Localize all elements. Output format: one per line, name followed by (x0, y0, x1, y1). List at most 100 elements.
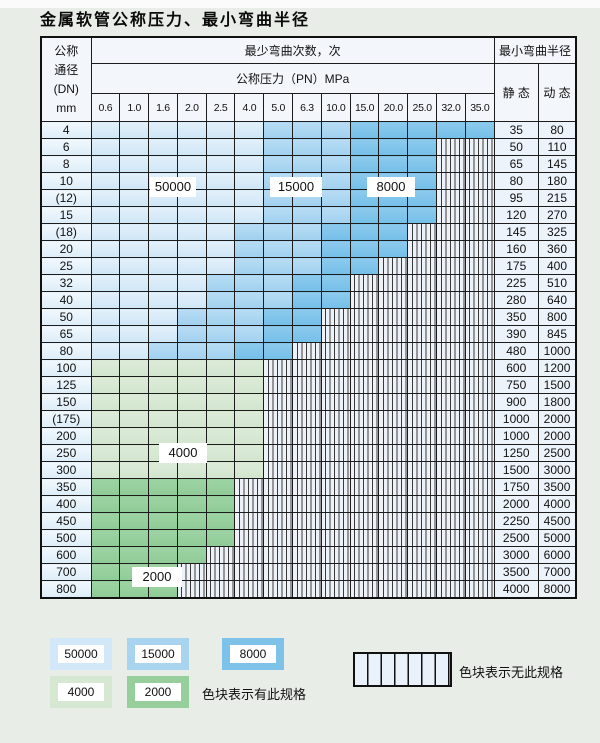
no-spec-cell-dn-125-p-35.0 (464, 376, 495, 394)
no-spec-cell-dn-450-p-35.0 (464, 512, 495, 530)
dn-cell: 25 (40, 257, 92, 275)
no-spec-cell-dn-8-p-32.0 (436, 155, 466, 173)
spec-cell-8000-dn-6-p-20.0 (378, 138, 409, 156)
no-spec-cell-dn-300-p-15.0 (349, 461, 380, 479)
table-row-dn-(175): (175) 1000 2000 (40, 410, 577, 428)
no-spec-cell-dn-300-p-25.0 (407, 461, 438, 479)
no-spec-cell-dn-80-p-25.0 (407, 342, 438, 360)
spec-cell-15000-dn-80-p-2.0 (176, 342, 207, 360)
no-spec-cell-dn-600-p-6.3 (292, 546, 322, 564)
spec-cell-50000-dn-20-p-1.0 (119, 240, 150, 258)
spec-cell-4000-dn-(175)-p-2.5 (205, 410, 236, 428)
static-value: 225 (493, 274, 539, 292)
spec-cell-50000-dn-20-p-2.5 (205, 240, 236, 258)
no-spec-cell-dn-(12)-p-35.0 (464, 189, 495, 207)
no-spec-cell-dn-32-p-20.0 (378, 274, 409, 292)
spec-cell-4000-dn-150-p-1.0 (119, 393, 150, 411)
spec-cell-8000-dn-40-p-10.0 (320, 291, 351, 309)
no-spec-cell-dn-(175)-p-32.0 (436, 410, 466, 428)
spec-cell-50000-dn-(12)-p-1.0 (119, 189, 150, 207)
spec-cell-15000-dn-(18)-p-4.0 (234, 223, 265, 241)
no-spec-cell-dn-700-p-2.0 (176, 563, 207, 581)
no-spec-cell-dn-25-p-32.0 (436, 257, 466, 275)
static-value: 120 (493, 206, 539, 224)
overlay-label-8000: 8000 (367, 177, 415, 197)
no-spec-cell-dn-15-p-32.0 (436, 206, 466, 224)
static-value: 175 (493, 257, 539, 275)
spec-cell-8000-dn-(18)-p-15.0 (349, 223, 380, 241)
spec-cell-15000-dn-50-p-2.0 (176, 308, 207, 326)
spec-cell-50000-dn-32-p-2.0 (176, 274, 207, 292)
spec-cell-15000-dn-4-p-6.3 (292, 121, 322, 139)
spec-cell-15000-dn-10-p-10.0 (320, 172, 351, 190)
pressure-value-1.0: 1.0 (119, 93, 150, 122)
no-spec-cell-dn-600-p-25.0 (407, 546, 438, 564)
dynamic-header: 动 态 (537, 63, 577, 122)
dynamic-value: 180 (537, 172, 577, 190)
table-body: 4 35 80 6 50 110 8 65 145 10 80 180 (12) 95 215 15 120 27… (40, 121, 577, 599)
spec-cell-8000-dn-50-p-5.0 (263, 308, 294, 326)
no-spec-cell-dn-125-p-6.3 (292, 376, 322, 394)
spec-cell-50000-dn-25-p-1.0 (119, 257, 150, 275)
spec-cell-4000-dn-300-p-4.0 (234, 461, 265, 479)
spec-cell-50000-dn-6-p-1.6 (148, 138, 178, 156)
dynamic-value: 4000 (537, 495, 577, 513)
no-spec-cell-dn-350-p-6.3 (292, 478, 322, 496)
spec-cell-50000-dn-25-p-1.6 (148, 257, 178, 275)
dynamic-value: 2000 (537, 410, 577, 428)
legend-box-15000: 15000 (127, 638, 189, 670)
no-spec-cell-dn-600-p-5.0 (263, 546, 294, 564)
spec-cell-4000-dn-(175)-p-4.0 (234, 410, 265, 428)
pressure-value-0.6: 0.6 (90, 93, 121, 122)
spec-cell-50000-dn-10-p-2.5 (205, 172, 236, 190)
no-spec-cell-dn-700-p-4.0 (234, 563, 265, 581)
no-spec-cell-dn-150-p-25.0 (407, 393, 438, 411)
static-value: 145 (493, 223, 539, 241)
legend-box-value: 15000 (135, 645, 181, 663)
dn-header-line: (DN) (53, 81, 79, 96)
table-row-dn-20: 20 160 360 (40, 240, 577, 258)
no-spec-cell-dn-700-p-10.0 (320, 563, 351, 581)
spec-cell-50000-dn-8-p-4.0 (234, 155, 265, 173)
spec-cell-50000-dn-8-p-0.6 (90, 155, 121, 173)
no-spec-cell-dn-25-p-25.0 (407, 257, 438, 275)
static-value: 900 (493, 393, 539, 411)
no-spec-cell-dn-200-p-35.0 (464, 427, 495, 445)
no-spec-cell-dn-50-p-32.0 (436, 308, 466, 326)
spec-cell-4000-dn-100-p-1.6 (148, 359, 178, 377)
no-spec-cell-dn-300-p-32.0 (436, 461, 466, 479)
spec-cell-15000-dn-4-p-5.0 (263, 121, 294, 139)
no-spec-cell-dn-150-p-5.0 (263, 393, 294, 411)
no-spec-cell-dn-250-p-32.0 (436, 444, 466, 462)
no-spec-cell-dn-400-p-35.0 (464, 495, 495, 513)
spec-cell-8000-dn-32-p-6.3 (292, 274, 322, 292)
spec-cell-4000-dn-(175)-p-2.0 (176, 410, 207, 428)
spec-cell-15000-dn-40-p-2.5 (205, 291, 236, 309)
no-spec-cell-dn-50-p-15.0 (349, 308, 380, 326)
no-spec-cell-dn-(12)-p-32.0 (436, 189, 466, 207)
dn-header-line: 通径 (54, 62, 79, 77)
no-spec-cell-dn-100-p-10.0 (320, 359, 351, 377)
static-value: 1250 (493, 444, 539, 462)
table-header: 公称 通径 (DN) mm 最少弯曲次数，次 最小弯曲半径 公称压力（PN）MPa 静 态动 … (40, 36, 577, 122)
spec-cell-4000-dn-(175)-p-1.0 (119, 410, 150, 428)
legend-box-2000: 2000 (127, 676, 189, 708)
spec-cell-15000-dn-8-p-10.0 (320, 155, 351, 173)
spec-cell-50000-dn-40-p-2.0 (176, 291, 207, 309)
dynamic-value: 80 (537, 121, 577, 139)
no-spec-cell-dn-350-p-15.0 (349, 478, 380, 496)
pressure-value-4.0: 4.0 (234, 93, 265, 122)
spec-cell-4000-dn-125-p-2.0 (176, 376, 207, 394)
spec-cell-50000-dn-15-p-1.6 (148, 206, 178, 224)
pressure-value-15.0: 15.0 (349, 93, 380, 122)
spec-cell-15000-dn-15-p-6.3 (292, 206, 322, 224)
overlay-label-2000: 2000 (132, 567, 182, 587)
no-spec-cell-dn-250-p-25.0 (407, 444, 438, 462)
spec-cell-15000-dn-20-p-5.0 (263, 240, 294, 258)
spec-cell-2000-dn-500-p-1.0 (119, 529, 150, 547)
legend-has-spec-label: 色块表示有此规格 (202, 687, 307, 702)
no-spec-cell-dn-80-p-20.0 (378, 342, 409, 360)
legend-box-value: 2000 (135, 683, 181, 701)
spec-cell-15000-dn-32-p-2.5 (205, 274, 236, 292)
spec-cell-50000-dn-40-p-0.6 (90, 291, 121, 309)
